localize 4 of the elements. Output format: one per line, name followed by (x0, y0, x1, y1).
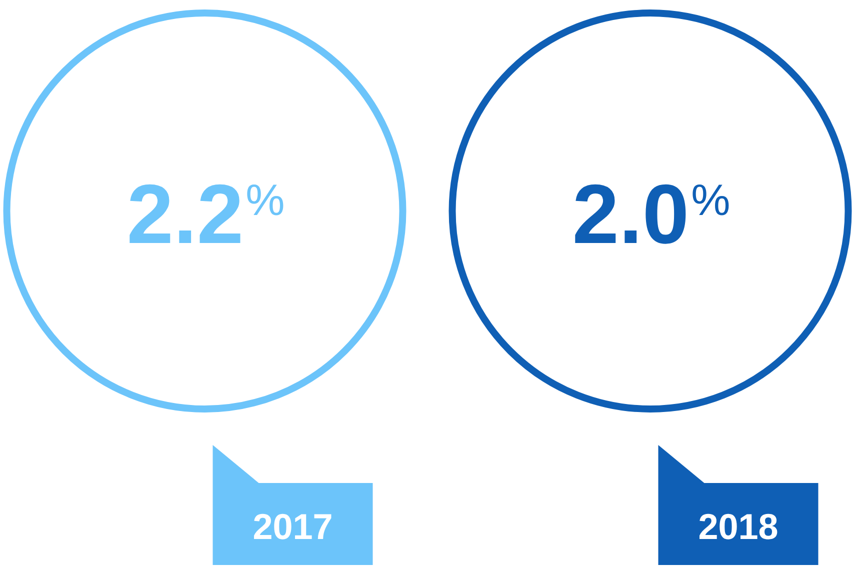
category-label: 2018 (698, 506, 778, 547)
data-label: 2.0% (572, 167, 730, 261)
category-label: 2017 (252, 506, 333, 547)
data-label: 2.2% (126, 167, 285, 261)
